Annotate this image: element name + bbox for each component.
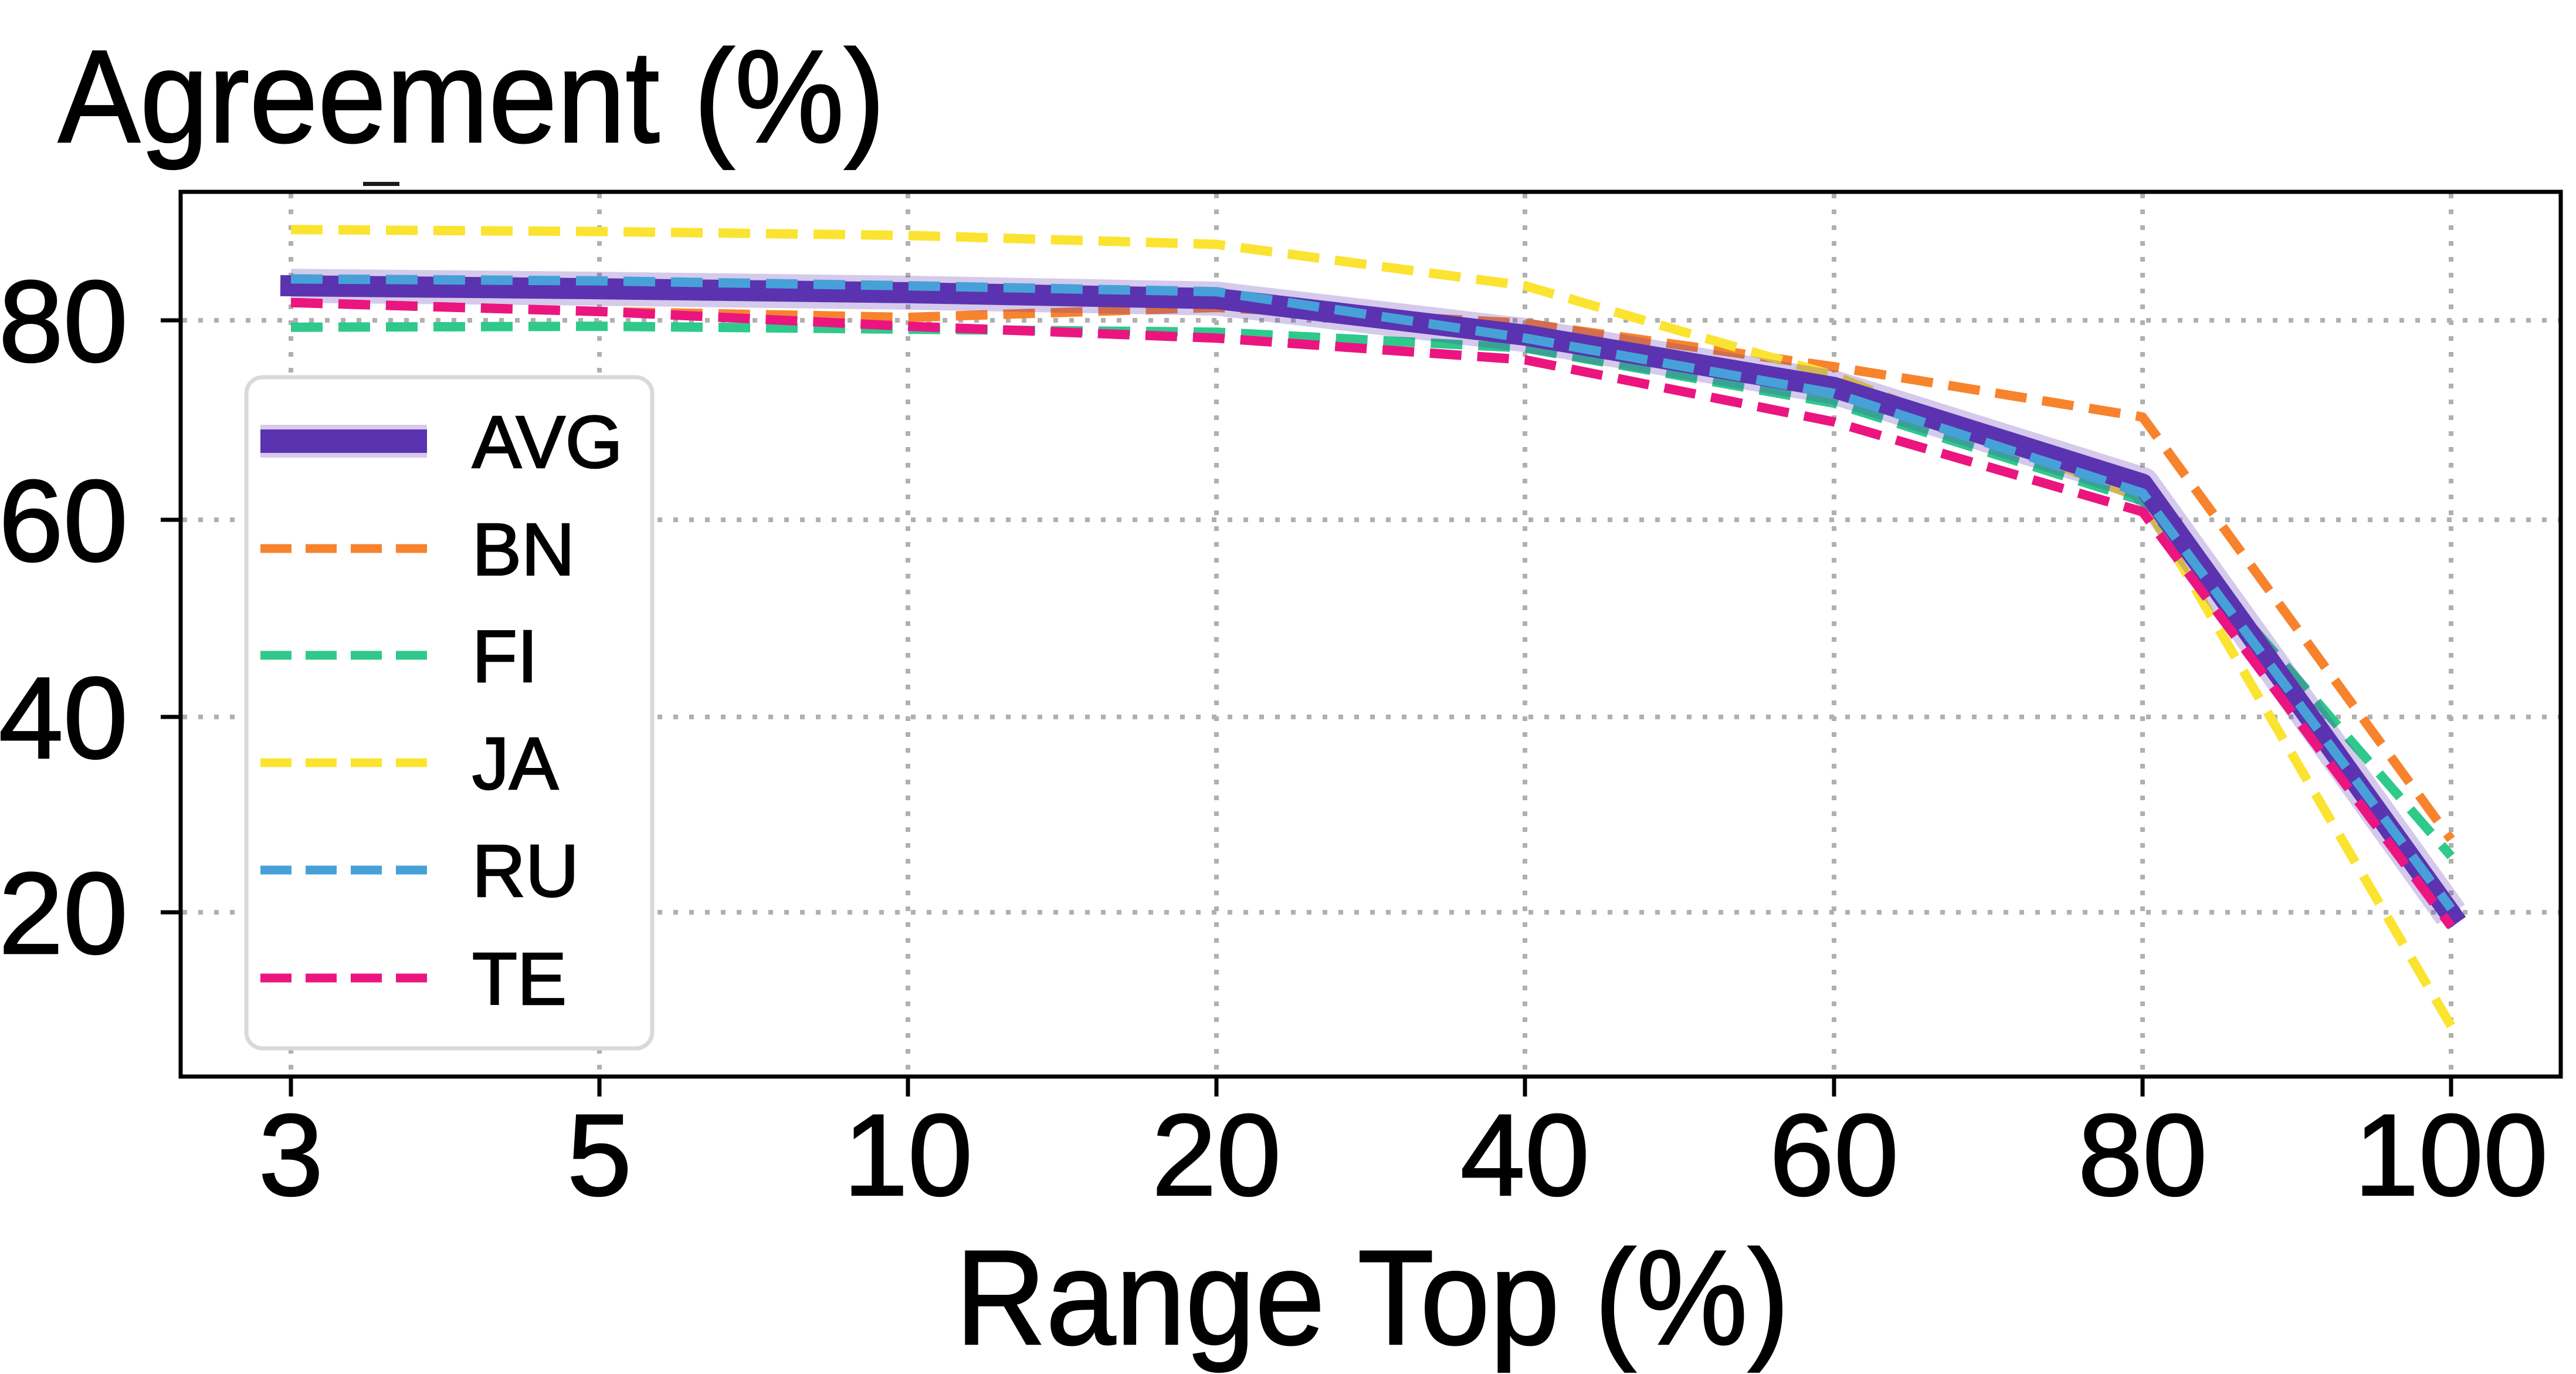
svg-text:Range Top (%): Range Top (%) [955, 1222, 1789, 1373]
svg-text:Agreement (%): Agreement (%) [58, 22, 885, 170]
svg-text:5: 5 [567, 1090, 632, 1220]
svg-text:20: 20 [0, 848, 128, 978]
svg-text:60: 60 [1770, 1090, 1899, 1220]
svg-text:80: 80 [0, 256, 128, 386]
svg-text:TE: TE [472, 938, 567, 1020]
svg-text:80: 80 [2078, 1090, 2207, 1220]
svg-text:AVG: AVG [472, 401, 623, 483]
svg-text:60: 60 [0, 456, 128, 586]
svg-text:FI: FI [472, 615, 538, 698]
svg-text:100: 100 [2354, 1090, 2548, 1220]
svg-text:JA: JA [472, 722, 558, 805]
svg-text:RU: RU [472, 830, 579, 912]
svg-text:BN: BN [472, 508, 575, 591]
svg-text:40: 40 [1460, 1090, 1589, 1220]
svg-text:20: 20 [1152, 1090, 1281, 1220]
svg-text:10: 10 [843, 1090, 972, 1220]
svg-text:40: 40 [0, 653, 128, 783]
svg-text:3: 3 [259, 1090, 323, 1220]
